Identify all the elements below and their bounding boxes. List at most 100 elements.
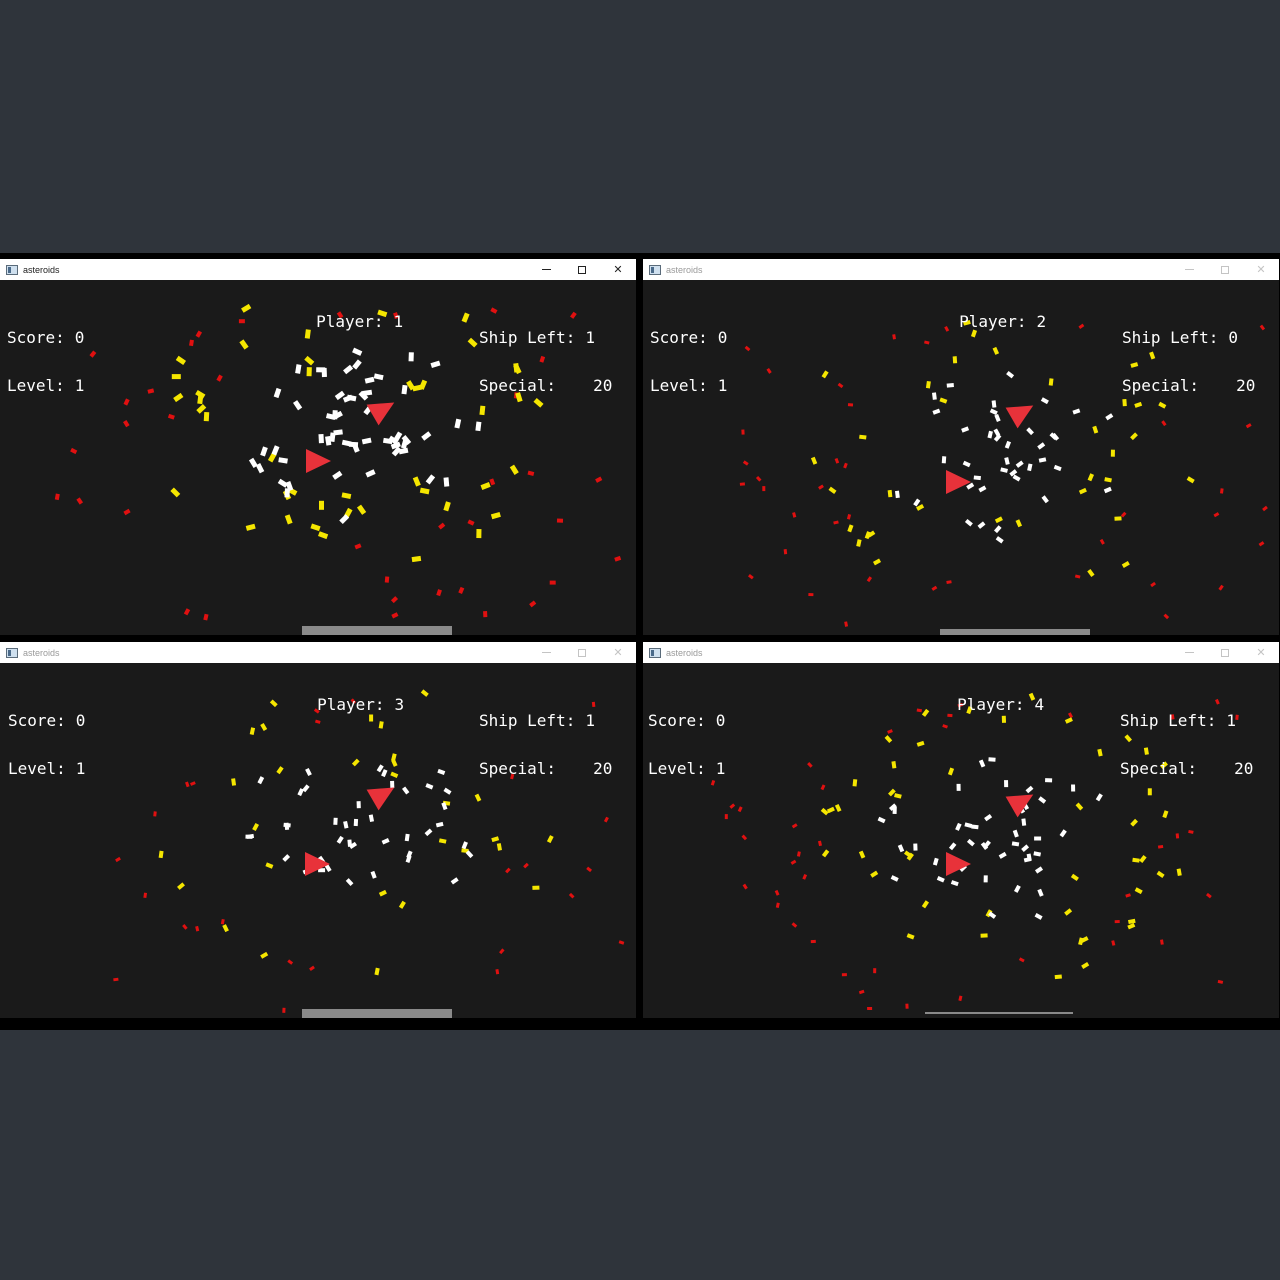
debris-particle [1001, 715, 1007, 723]
hud-ships-special: Ship Left: 1 Special: 20 [479, 298, 612, 426]
debris-particle [1186, 476, 1195, 484]
maximize-button[interactable] [564, 259, 600, 280]
debris-particle [245, 834, 253, 839]
debris-particle [724, 814, 728, 820]
debris-particle [302, 784, 310, 793]
game-canvas[interactable]: Score: 0 Level: 1 Player: 4 Ship Left: 1 Spe… [643, 663, 1279, 1018]
debris-particle [963, 319, 971, 326]
debris-particle [479, 405, 486, 416]
debris-particle [1161, 420, 1167, 427]
debris-particle [1217, 979, 1224, 984]
debris-particle [994, 414, 1001, 422]
debris-particle [1034, 836, 1042, 841]
debris-particle [239, 339, 249, 350]
title-bar[interactable]: asteroids ✕ [643, 259, 1279, 280]
debris-particle [435, 821, 444, 828]
debris-particle [325, 435, 332, 446]
debris-particle [916, 740, 925, 747]
title-bar[interactable]: asteroids ✕ [643, 642, 1279, 663]
title-bar[interactable]: asteroids ✕ [0, 642, 636, 663]
player-value: 4 [1034, 695, 1045, 714]
debris-particle [510, 773, 515, 780]
debris-particle [1021, 818, 1027, 826]
close-button[interactable]: ✕ [600, 642, 636, 663]
hud-player: Player: 3 [240, 681, 404, 729]
minimize-button[interactable] [1171, 642, 1207, 663]
title-bar[interactable]: asteroids ✕ [0, 259, 636, 280]
debris-particle [461, 841, 468, 850]
close-button[interactable]: ✕ [1243, 259, 1279, 280]
debris-particle [443, 501, 451, 512]
game-canvas[interactable]: Score: 0 Level: 1 Player: 2 Ship Left: 0 Spe… [643, 280, 1279, 635]
debris-particle [1105, 413, 1114, 421]
debris-particle [316, 367, 326, 373]
maximize-button[interactable] [1207, 642, 1243, 663]
debris-particle [273, 387, 282, 399]
debris-particle [76, 497, 84, 505]
debris-particle [354, 543, 362, 550]
debris-particle [1147, 788, 1152, 796]
debris-particle [297, 788, 304, 797]
debris-particle [887, 489, 893, 498]
debris-particle [419, 487, 430, 495]
debris-particle [356, 504, 367, 515]
debris-particle [549, 580, 556, 585]
game-window-player-4: asteroids ✕ Score: 0 Level: 1 Player: 4 Shi… [643, 642, 1279, 1018]
debris-particle [1121, 561, 1130, 568]
level-label: Level: [650, 376, 708, 395]
window-title: asteroids [666, 647, 703, 658]
debris-particle [248, 457, 258, 469]
debris-particle [177, 882, 185, 890]
debris-particle [222, 924, 229, 933]
game-canvas[interactable]: Score: 0 Level: 1 Player: 1 Ship Left: 1 Spe… [0, 280, 636, 635]
debris-particle [1037, 442, 1046, 450]
debris-particle [962, 460, 971, 468]
maximize-button[interactable] [564, 642, 600, 663]
debris-particle [891, 761, 897, 769]
maximize-button[interactable] [1207, 259, 1243, 280]
debris-particle [821, 370, 829, 379]
debris-particle [1087, 568, 1095, 578]
debris-particle [318, 433, 324, 444]
minimize-button[interactable] [528, 259, 564, 280]
debris-particle [1160, 761, 1168, 769]
debris-particle [1033, 851, 1042, 857]
debris-particle [887, 729, 893, 734]
status-bar [302, 626, 452, 635]
debris-particle [905, 1003, 909, 1009]
debris-particle [364, 376, 375, 384]
debris-particle [906, 933, 915, 940]
debris-particle [1160, 939, 1164, 945]
status-bar [302, 1009, 452, 1018]
debris-particle [438, 838, 447, 844]
minimize-button[interactable] [528, 642, 564, 663]
debris-particle [1111, 940, 1116, 946]
debris-particle [345, 878, 354, 887]
status-bar [940, 629, 1090, 635]
minimize-button[interactable] [1171, 259, 1207, 280]
debris-particle [1104, 477, 1112, 483]
game-canvas[interactable]: Score: 0 Level: 1 Player: 3 Ship Left: 1 Spe… [0, 663, 636, 1018]
close-button[interactable]: ✕ [1243, 642, 1279, 663]
debris-particle [381, 769, 388, 778]
debris-particle [348, 841, 358, 849]
debris-particle [1048, 378, 1054, 386]
hud-player: Player: 4 [880, 681, 1044, 729]
debris-particle [532, 885, 540, 890]
close-button[interactable]: ✕ [600, 259, 636, 280]
debris-particle [343, 820, 349, 829]
debris-particle [1064, 717, 1073, 724]
debris-particle [143, 892, 148, 898]
debris-particle [1157, 844, 1164, 849]
playfield [739, 319, 1268, 627]
player-value: 2 [1036, 312, 1047, 331]
debris-particle [424, 828, 433, 837]
debris-particle [391, 758, 398, 767]
debris-particle [1006, 370, 1015, 379]
debris-particle [496, 843, 502, 851]
debris-particle [966, 706, 973, 715]
debris-particle [964, 822, 973, 828]
debris-particle [381, 838, 390, 845]
debris-particle [1114, 920, 1120, 924]
debris-particle [946, 383, 954, 388]
